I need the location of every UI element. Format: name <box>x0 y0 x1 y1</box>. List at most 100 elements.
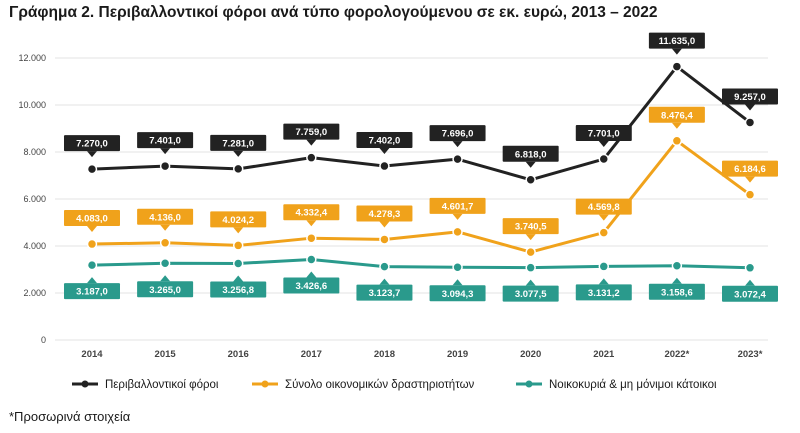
data-label-box <box>137 281 194 298</box>
data-label-pointer <box>525 161 536 168</box>
data-label-box <box>429 125 486 142</box>
data-label-pointer <box>87 277 97 284</box>
x-tick-label: 2021 <box>593 349 615 360</box>
data-label-box <box>648 32 705 49</box>
data-label: 7.696,0 <box>442 129 474 140</box>
data-label-box <box>64 210 120 227</box>
data-point <box>86 259 98 271</box>
data-label-box <box>722 285 778 302</box>
x-tick-label: 2015 <box>155 349 177 360</box>
x-tick-label: 2023* <box>738 349 763 360</box>
series-line <box>91 257 751 270</box>
data-label-box <box>137 208 194 225</box>
legend-entry: Σύνολο οικονομικών δραστηριοτήτων <box>285 379 475 391</box>
data-label: 3.158,6 <box>661 287 693 298</box>
data-point <box>306 232 317 244</box>
data-label-pointer <box>745 279 755 286</box>
data-label-box <box>429 285 486 302</box>
x-tick-label: 2014 <box>81 349 103 360</box>
data-point <box>525 262 536 273</box>
data-label: 7.701,0 <box>588 129 620 140</box>
data-label-pointer <box>87 226 97 233</box>
data-label: 6.184,6 <box>734 164 766 175</box>
data-label-box <box>575 198 632 215</box>
data-point <box>379 160 390 172</box>
y-tick-label: 12.000 <box>18 53 46 63</box>
data-point <box>671 61 683 72</box>
data-label: 3.426,6 <box>295 281 327 292</box>
data-label-pointer <box>598 278 609 285</box>
data-label-box <box>64 283 120 300</box>
data-point <box>598 153 610 165</box>
data-label-box <box>137 132 194 149</box>
data-label-box <box>210 134 267 151</box>
data-label-pointer <box>306 220 317 227</box>
data-label-box <box>210 281 267 298</box>
series-line <box>91 139 751 254</box>
data-point <box>598 227 610 238</box>
data-label-box <box>283 123 340 140</box>
data-point <box>379 261 390 272</box>
y-tick-label: 0 <box>41 335 46 345</box>
data-label-box <box>210 211 267 228</box>
data-point <box>598 261 610 272</box>
data-label: 4.024,2 <box>222 215 254 226</box>
data-label-box <box>283 204 340 221</box>
y-tick-label: 2.000 <box>23 288 46 298</box>
data-label-box <box>575 284 632 301</box>
data-label-pointer <box>671 122 682 129</box>
x-tick-label: 2020 <box>520 349 541 360</box>
legend-marker <box>525 380 533 388</box>
data-label: 7.759,0 <box>295 127 327 138</box>
data-label: 4.332,4 <box>295 208 327 219</box>
x-tick-label: 2018 <box>374 349 395 360</box>
data-label-pointer <box>452 141 463 148</box>
data-label-pointer <box>452 279 463 286</box>
data-label-box <box>356 132 413 149</box>
data-point <box>452 153 463 165</box>
data-label-pointer <box>379 278 390 285</box>
y-tick-label: 6.000 <box>23 194 46 204</box>
data-point <box>671 135 683 147</box>
legend-marker <box>81 380 89 388</box>
data-point <box>159 160 171 172</box>
data-label-pointer <box>452 213 463 220</box>
x-tick-label: 2016 <box>228 349 249 360</box>
data-label: 3.187,0 <box>76 287 108 298</box>
data-label-box <box>429 197 486 214</box>
data-point <box>525 174 536 186</box>
data-point <box>232 258 244 269</box>
data-point <box>525 246 536 258</box>
legend-marker <box>261 380 269 388</box>
legend-entry: Νοικοκυριά & μη μόνιμοι κάτοικοι <box>549 379 717 391</box>
data-label-box <box>575 125 632 142</box>
data-point <box>744 117 756 128</box>
data-label-box <box>356 284 413 301</box>
x-tick-label: 2019 <box>447 349 468 360</box>
legend-entry: Περιβαλλοντικοί φόροι <box>105 379 219 391</box>
data-label-pointer <box>379 221 390 228</box>
data-label: 3.740,5 <box>515 222 547 233</box>
data-label: 7.270,0 <box>76 139 108 150</box>
data-label-pointer <box>598 141 609 148</box>
data-label: 3.094,3 <box>442 289 474 300</box>
data-label-pointer <box>671 48 682 55</box>
data-label-pointer <box>745 176 755 183</box>
data-label: 3.256,8 <box>222 285 254 296</box>
data-label-pointer <box>306 139 317 146</box>
data-label-box <box>648 106 705 123</box>
data-label: 3.072,4 <box>734 289 766 300</box>
data-label-pointer <box>160 148 171 155</box>
data-point <box>452 262 463 273</box>
data-label-pointer <box>160 275 171 282</box>
data-label-box <box>64 135 120 152</box>
data-point <box>744 262 756 274</box>
data-label-pointer <box>233 227 244 234</box>
data-label-pointer <box>745 104 755 111</box>
data-label-pointer <box>233 275 244 282</box>
data-label: 6.818,0 <box>515 149 547 160</box>
data-point <box>306 152 317 163</box>
series-line <box>91 65 751 182</box>
data-label-box <box>722 160 778 177</box>
